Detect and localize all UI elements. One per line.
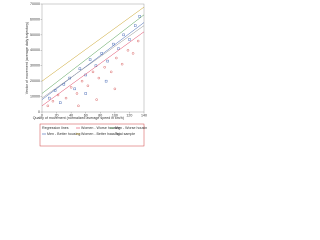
point xyxy=(69,86,73,89)
y-tick-label: 0 xyxy=(38,110,40,114)
point xyxy=(86,84,90,87)
regression-line xyxy=(41,6,145,82)
point xyxy=(78,67,82,71)
legend-label: Total sample xyxy=(115,132,135,136)
point xyxy=(104,79,108,83)
x-tick-label: 0 xyxy=(41,113,43,117)
point xyxy=(122,33,125,37)
chart: Quality of movement (normalized average … xyxy=(25,2,147,147)
x-tick-label: 120 xyxy=(126,113,132,117)
point xyxy=(117,47,120,50)
page: {"chart_data": {"type": "scatter", "x_la… xyxy=(24,1,147,147)
point xyxy=(112,42,115,46)
point xyxy=(46,104,50,108)
point xyxy=(91,70,95,74)
plot-area xyxy=(41,3,145,113)
point xyxy=(75,92,79,95)
y-tick-label: 10000 xyxy=(30,95,40,99)
x-tick-label: 40 xyxy=(69,113,73,117)
point xyxy=(51,99,55,103)
x-axis-label: Quality of movement (normalized average … xyxy=(33,116,124,120)
x-tick-label: 140 xyxy=(141,113,147,117)
x-tick-label: 100 xyxy=(112,113,118,117)
point xyxy=(128,38,131,41)
point xyxy=(113,87,117,91)
point xyxy=(115,56,118,60)
point xyxy=(48,96,51,100)
x-tick-label: 20 xyxy=(55,113,59,117)
y-tick-label: 40000 xyxy=(30,48,40,52)
regression-line xyxy=(41,25,145,99)
point xyxy=(134,24,137,27)
point xyxy=(131,52,135,55)
regression-line xyxy=(41,31,145,107)
point xyxy=(80,79,84,83)
point xyxy=(59,101,62,104)
y-tick-label: 70000 xyxy=(30,2,40,6)
legend-title: Regression lines xyxy=(42,126,69,130)
point xyxy=(97,76,101,80)
regression-line xyxy=(41,14,145,94)
y-tick-label: 60000 xyxy=(30,17,40,21)
legend-label: Women - Worse housing xyxy=(81,126,120,130)
point xyxy=(126,49,130,52)
legend-label: Men - Worse housing xyxy=(115,126,147,130)
y-tick-label: 20000 xyxy=(30,79,40,83)
point xyxy=(73,87,76,91)
legend-label: Men - Better housing xyxy=(47,132,80,136)
point xyxy=(120,62,124,66)
y-tick-label: 30000 xyxy=(30,64,40,68)
x-tick-label: 60 xyxy=(84,113,88,117)
point xyxy=(77,104,80,108)
x-tick-label: 80 xyxy=(98,113,102,117)
point xyxy=(64,96,68,100)
y-axis-label: Vector of movement (average daily trajec… xyxy=(25,22,29,95)
point xyxy=(103,66,106,69)
point xyxy=(84,92,87,95)
point xyxy=(106,59,109,63)
point xyxy=(95,98,98,101)
point xyxy=(136,39,140,43)
y-tick-label: 50000 xyxy=(30,33,40,37)
regression-line xyxy=(41,22,145,100)
point xyxy=(138,15,141,18)
point xyxy=(110,70,113,74)
point xyxy=(88,58,92,61)
legend-box xyxy=(39,123,145,147)
legend-label: Women - Better housing xyxy=(81,132,120,136)
